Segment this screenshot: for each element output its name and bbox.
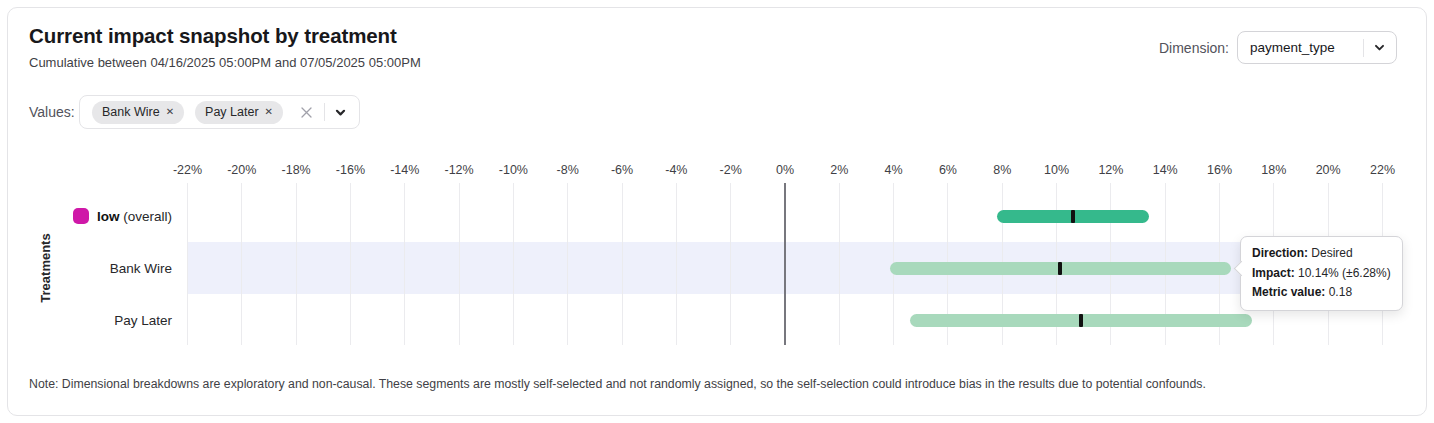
gridline xyxy=(350,183,351,345)
tooltip: Direction: DesiredImpact: 10.14% (±6.28%… xyxy=(1240,236,1403,311)
row-label: Bank Wire xyxy=(8,242,172,294)
date-range-subtitle: Cumulative between 04/16/2025 05:00PM an… xyxy=(29,55,421,70)
impact-point-marker xyxy=(1058,262,1062,275)
gridline xyxy=(622,183,623,345)
x-axis-tick: -12% xyxy=(444,163,473,177)
values-multiselect[interactable]: Bank Wire ✕ Pay Later ✕ xyxy=(79,95,360,129)
note-text: Note: Dimensional breakdowns are explora… xyxy=(29,377,1206,391)
x-axis-tick: 12% xyxy=(1098,163,1123,177)
tooltip-row: Impact: 10.14% (±6.28%) xyxy=(1252,264,1391,284)
impact-point-marker xyxy=(1079,314,1083,327)
chip-remove-icon[interactable]: ✕ xyxy=(166,107,174,117)
gridline xyxy=(513,183,514,345)
gridline xyxy=(241,183,242,345)
gridline xyxy=(296,183,297,345)
x-axis-tick: -4% xyxy=(665,163,687,177)
impact-point-marker xyxy=(1071,210,1075,223)
x-axis-tick: 22% xyxy=(1370,163,1395,177)
values-label: Values: xyxy=(29,104,75,120)
x-axis-tick: 0% xyxy=(776,163,794,177)
gridline xyxy=(459,183,460,345)
x-axis-tick: -18% xyxy=(282,163,311,177)
row-label: Pay Later xyxy=(8,294,172,346)
x-axis-tick: 6% xyxy=(939,163,957,177)
dimension-selected-value: payment_type xyxy=(1250,40,1335,55)
x-axis-tick: -16% xyxy=(336,163,365,177)
gridline xyxy=(839,183,840,345)
x-axis-tick: 14% xyxy=(1153,163,1178,177)
x-axis-tick: 8% xyxy=(993,163,1011,177)
x-axis-tick: 2% xyxy=(830,163,848,177)
tooltip-row: Metric value: 0.18 xyxy=(1252,283,1391,303)
chart: Treatments Direction: DesiredImpact: 10.… xyxy=(8,155,1426,360)
value-chip-label: Pay Later xyxy=(205,105,259,119)
gridline xyxy=(676,183,677,345)
gridline xyxy=(187,183,188,345)
value-chip[interactable]: Bank Wire ✕ xyxy=(92,101,184,124)
gridline xyxy=(730,183,731,345)
dimension-select[interactable]: payment_type xyxy=(1237,31,1397,64)
chevron-down-icon xyxy=(1373,41,1386,54)
x-axis-tick: -20% xyxy=(227,163,256,177)
select-divider xyxy=(1363,39,1364,57)
chevron-down-icon[interactable] xyxy=(334,106,347,119)
gridline xyxy=(404,183,405,345)
x-axis-tick: -22% xyxy=(173,163,202,177)
x-axis-tick: -14% xyxy=(390,163,419,177)
zero-axis-line xyxy=(784,183,786,345)
x-axis-tick: 20% xyxy=(1316,163,1341,177)
x-axis-tick: -2% xyxy=(720,163,742,177)
x-axis-tick: -8% xyxy=(557,163,579,177)
x-axis-tick: 16% xyxy=(1207,163,1232,177)
dimension-label: Dimension: xyxy=(1159,40,1229,56)
tooltip-row: Direction: Desired xyxy=(1252,244,1391,264)
chip-remove-icon[interactable]: ✕ xyxy=(265,107,273,117)
x-axis-tick: 4% xyxy=(885,163,903,177)
impact-snapshot-card: Current impact snapshot by treatment Cum… xyxy=(7,7,1427,416)
row-label-text: Bank Wire xyxy=(110,261,172,276)
clear-values-icon[interactable] xyxy=(299,105,314,120)
values-divider xyxy=(324,103,325,121)
x-axis-tick: 18% xyxy=(1261,163,1286,177)
legend-swatch xyxy=(73,208,89,224)
value-chip-label: Bank Wire xyxy=(102,105,160,119)
x-axis-tick: -6% xyxy=(611,163,633,177)
row-label: low (overall) xyxy=(8,190,172,242)
row-label-text: low (overall) xyxy=(97,209,172,224)
gridline xyxy=(567,183,568,345)
page-title: Current impact snapshot by treatment xyxy=(29,24,397,48)
x-axis-tick: -10% xyxy=(499,163,528,177)
value-chip[interactable]: Pay Later ✕ xyxy=(195,101,283,124)
chips: Bank Wire ✕ Pay Later ✕ xyxy=(92,101,283,124)
x-axis-tick: 10% xyxy=(1044,163,1069,177)
row-label-text: Pay Later xyxy=(114,313,172,328)
